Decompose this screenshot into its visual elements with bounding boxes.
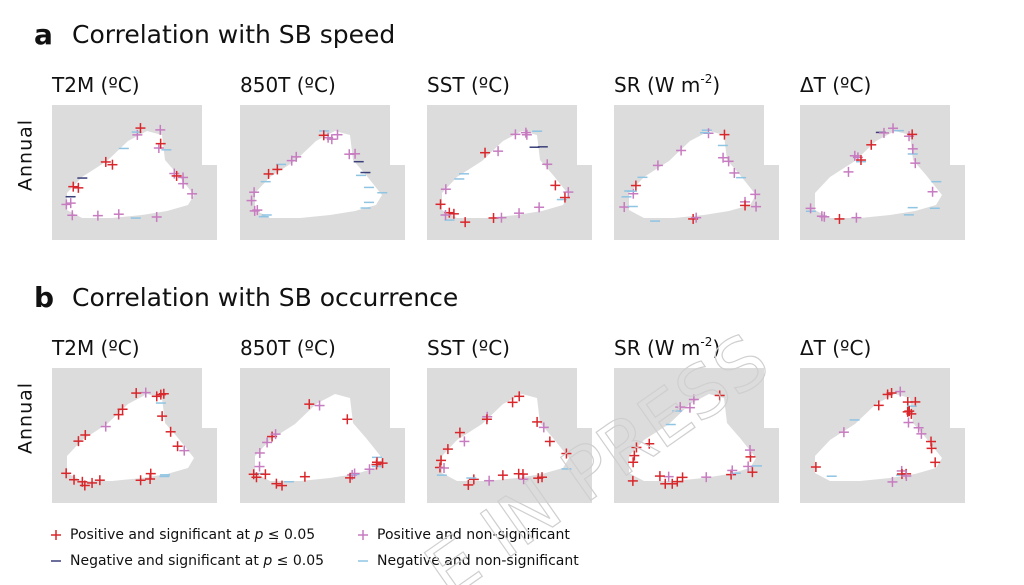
legend-text: Negative and significant at (70, 553, 263, 569)
column-title: ΔT (ºC) (800, 73, 871, 97)
sea (815, 394, 942, 481)
legend-item: Positive and non-significant (358, 527, 570, 543)
column-title-text: ΔT (ºC) (800, 73, 871, 97)
column-title: SST (ºC) (427, 73, 510, 97)
column-title-text: T2M (ºC) (51, 73, 140, 97)
column-title-text: ΔT (ºC) (800, 336, 871, 360)
sea (815, 131, 942, 218)
column-title: SST (ºC) (427, 336, 510, 360)
legend-text: Negative and non-significant (377, 553, 579, 569)
legend-italic: p (262, 553, 272, 569)
sea (67, 131, 194, 218)
legend-item: Negative and significant at p ≤ 0.05 (51, 553, 324, 569)
column-title-text: SST (ºC) (427, 336, 510, 360)
column-title: 850T (ºC) (240, 73, 336, 97)
maps (52, 105, 965, 503)
column-title-text: SR (W m (614, 73, 700, 97)
sea (442, 394, 569, 481)
sea (442, 131, 569, 218)
map (800, 105, 965, 240)
legend-after: ≤ 0.05 (272, 553, 324, 569)
sea (255, 394, 382, 481)
legend-item: Positive and significant at p ≤ 0.05 (51, 527, 315, 543)
sea (629, 131, 756, 218)
panel-title: Correlation with SB occurrence (72, 283, 458, 312)
sea-east (764, 105, 779, 165)
legend-label: Positive and non-significant (377, 527, 570, 543)
column-title: SR (W m-2) (614, 72, 720, 97)
column-title: ΔT (ºC) (800, 336, 871, 360)
legend-italic: p (253, 527, 263, 543)
legend-label: Negative and non-significant (377, 553, 579, 569)
sea (629, 394, 756, 481)
map (240, 105, 405, 240)
sea-east (202, 368, 217, 428)
sea (255, 131, 382, 218)
map (427, 105, 592, 240)
legend-text: Positive and significant at (70, 527, 254, 543)
column-title-sup: -2 (700, 72, 712, 86)
legend-text: Positive and non-significant (377, 527, 570, 543)
column-title-sup: -2 (700, 335, 712, 349)
panel-letter: a (34, 18, 53, 51)
column-title-text: T2M (ºC) (51, 336, 140, 360)
sea-east (390, 105, 405, 165)
sea-east (950, 105, 965, 165)
sea-east (950, 368, 965, 428)
legend-item: Negative and non-significant (358, 553, 579, 569)
panel-letter: b (34, 281, 54, 314)
column-title-text: 850T (ºC) (240, 73, 336, 97)
legend-label: Negative and significant at p ≤ 0.05 (70, 553, 324, 569)
column-title: T2M (ºC) (51, 73, 140, 97)
sea-east (764, 368, 779, 428)
map (427, 368, 592, 503)
map (800, 368, 965, 503)
column-title: SR (W m-2) (614, 335, 720, 360)
map (52, 105, 217, 240)
column-title-after: ) (712, 336, 720, 360)
map (240, 368, 405, 503)
map (614, 105, 779, 240)
sea-east (577, 368, 592, 428)
row-label: Annual (15, 119, 37, 191)
sea-east (577, 105, 592, 165)
legend-label: Positive and significant at p ≤ 0.05 (70, 527, 315, 543)
map (614, 368, 779, 503)
sea-east (390, 368, 405, 428)
column-title: T2M (ºC) (51, 336, 140, 360)
column-title-text: SR (W m (614, 336, 700, 360)
panel-title: Correlation with SB speed (72, 20, 395, 49)
column-title-after: ) (712, 73, 720, 97)
map (52, 368, 217, 503)
column-title-text: 850T (ºC) (240, 336, 336, 360)
sea-east (202, 105, 217, 165)
row-label: Annual (15, 382, 37, 454)
column-title-text: SST (ºC) (427, 73, 510, 97)
column-title: 850T (ºC) (240, 336, 336, 360)
legend-after: ≤ 0.05 (263, 527, 315, 543)
texts: a Correlation with SB speed Annual T2M (ºC)… (15, 18, 872, 569)
